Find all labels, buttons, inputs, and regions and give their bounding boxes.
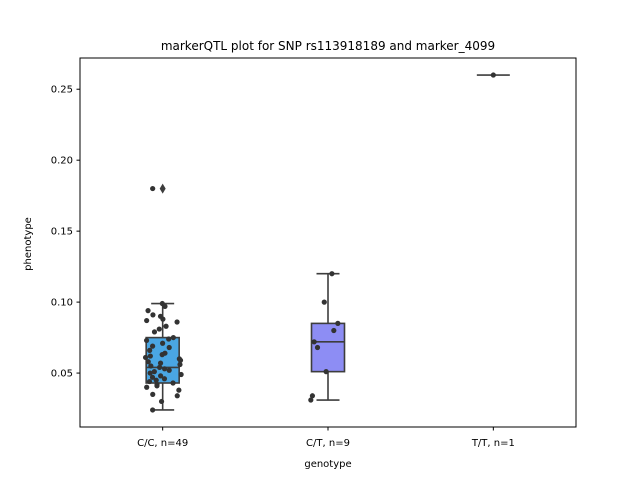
outlier-marker	[159, 183, 166, 194]
y-tick-label: 0.05	[51, 369, 73, 380]
x-tick-label: C/T, n=9	[306, 438, 350, 449]
data-point	[159, 352, 165, 358]
data-point	[156, 326, 162, 332]
data-point	[145, 308, 151, 314]
data-point	[177, 357, 184, 363]
data-point	[331, 327, 337, 334]
plot-area	[142, 72, 510, 413]
data-point	[158, 373, 164, 379]
data-point	[160, 316, 166, 322]
data-point	[145, 359, 151, 365]
data-point	[147, 347, 153, 353]
x-tick-label: T/T, n=1	[471, 438, 515, 449]
data-point	[147, 353, 153, 359]
data-point	[162, 303, 168, 309]
y-tick-label: 0.25	[51, 85, 73, 96]
data-point	[166, 336, 172, 342]
data-point	[308, 397, 314, 403]
strip-points	[490, 72, 496, 78]
data-point	[178, 371, 184, 378]
y-axis-label: phenotype	[23, 217, 34, 271]
data-point	[163, 323, 169, 329]
data-point	[160, 340, 166, 346]
data-point	[144, 384, 150, 390]
data-point	[166, 344, 172, 351]
data-point	[329, 271, 335, 277]
data-point	[170, 334, 176, 341]
data-point	[176, 387, 182, 393]
y-tick-label: 0.15	[51, 227, 73, 238]
data-point	[149, 374, 156, 380]
data-point	[158, 398, 165, 405]
data-point	[150, 407, 156, 413]
data-point	[154, 383, 160, 389]
data-point	[490, 72, 496, 78]
data-point	[147, 370, 153, 376]
data-point	[321, 299, 327, 305]
data-point	[148, 363, 154, 369]
x-tick-label: C/C, n=49	[137, 438, 188, 449]
data-point	[144, 317, 150, 324]
y-axis: 0.05 0.10 0.15 0.20 0.25	[51, 85, 80, 380]
data-point	[156, 364, 163, 370]
data-point	[150, 391, 156, 397]
x-axis-label: genotype	[304, 459, 351, 470]
data-point	[153, 377, 159, 383]
data-point	[174, 393, 180, 399]
data-point	[177, 361, 183, 368]
data-point	[170, 380, 176, 386]
data-point	[149, 343, 156, 349]
data-point	[335, 320, 341, 326]
strip-points	[142, 185, 184, 413]
data-point	[314, 344, 321, 351]
data-point	[311, 339, 317, 345]
data-point	[161, 376, 168, 382]
data-point	[323, 369, 329, 375]
data-point	[151, 369, 157, 375]
data-point	[150, 185, 156, 192]
y-tick-label: 0.10	[51, 298, 73, 309]
data-point	[309, 393, 316, 399]
chart-title: markerQTL plot for SNP rs113918189 and m…	[161, 39, 495, 53]
data-point	[146, 378, 153, 385]
y-tick-label: 0.20	[51, 156, 73, 167]
data-point	[174, 319, 180, 325]
strip-points	[308, 271, 341, 403]
data-point	[143, 337, 150, 344]
data-point	[157, 360, 164, 366]
data-point	[150, 312, 156, 318]
data-point	[151, 329, 158, 335]
data-point	[161, 366, 168, 372]
x-axis: C/C, n=49 C/T, n=9 T/T, n=1	[137, 427, 515, 449]
data-point	[142, 354, 149, 361]
data-point	[166, 367, 172, 373]
